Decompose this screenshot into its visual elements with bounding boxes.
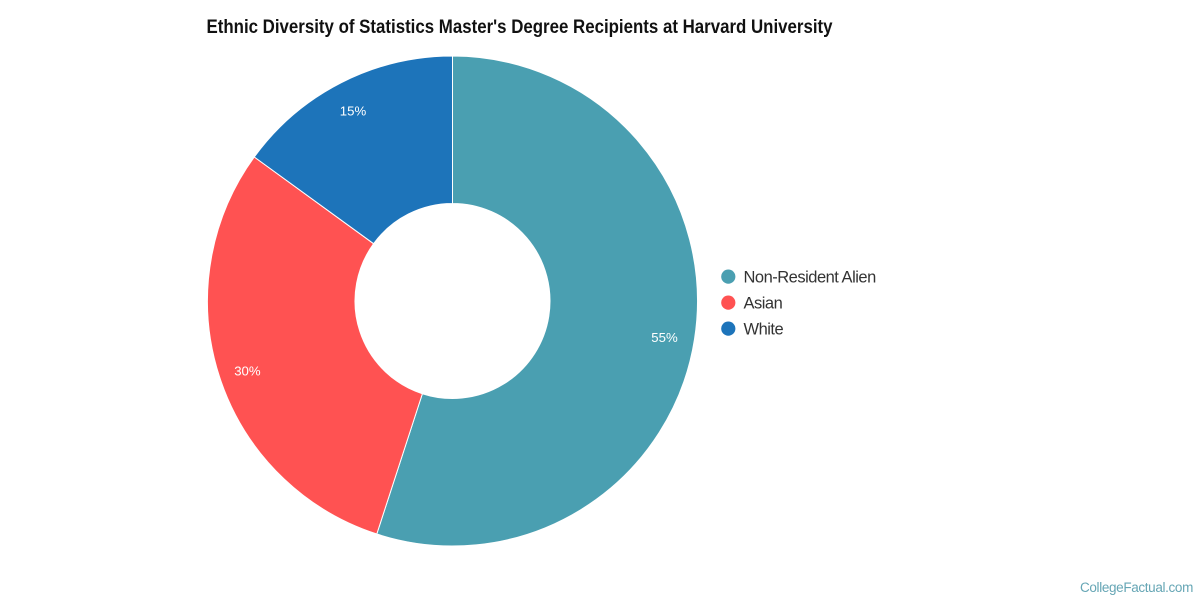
svg-text:15%: 15% [340, 103, 367, 118]
svg-text:Asian: Asian [744, 295, 783, 313]
svg-text:55%: 55% [651, 330, 678, 345]
svg-text:White: White [744, 321, 784, 339]
svg-text:Non-Resident Alien: Non-Resident Alien [744, 269, 877, 287]
svg-text:30%: 30% [234, 363, 261, 378]
svg-text:CollegeFactual.com: CollegeFactual.com [1080, 580, 1193, 595]
svg-text:Ethnic Diversity of Statistics: Ethnic Diversity of Statistics Master's … [207, 17, 833, 38]
